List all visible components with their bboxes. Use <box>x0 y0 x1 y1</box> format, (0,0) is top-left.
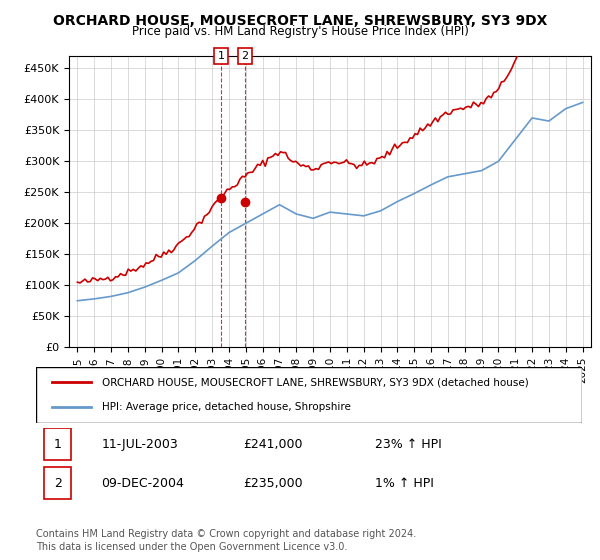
Text: 1% ↑ HPI: 1% ↑ HPI <box>374 477 433 489</box>
Text: £241,000: £241,000 <box>244 437 303 451</box>
Text: 2: 2 <box>241 51 248 61</box>
Text: Contains HM Land Registry data © Crown copyright and database right 2024.: Contains HM Land Registry data © Crown c… <box>36 529 416 539</box>
Text: 2: 2 <box>54 477 62 489</box>
Text: 1: 1 <box>218 51 224 61</box>
Text: 23% ↑ HPI: 23% ↑ HPI <box>374 437 441 451</box>
Text: ORCHARD HOUSE, MOUSECROFT LANE, SHREWSBURY, SY3 9DX: ORCHARD HOUSE, MOUSECROFT LANE, SHREWSBU… <box>53 14 547 28</box>
Text: ORCHARD HOUSE, MOUSECROFT LANE, SHREWSBURY, SY3 9DX (detached house): ORCHARD HOUSE, MOUSECROFT LANE, SHREWSBU… <box>101 377 528 388</box>
FancyBboxPatch shape <box>44 468 71 499</box>
Text: £235,000: £235,000 <box>244 477 303 489</box>
Text: 1: 1 <box>54 437 62 451</box>
Text: This data is licensed under the Open Government Licence v3.0.: This data is licensed under the Open Gov… <box>36 542 347 552</box>
Text: 09-DEC-2004: 09-DEC-2004 <box>101 477 184 489</box>
Text: 11-JUL-2003: 11-JUL-2003 <box>101 437 178 451</box>
FancyBboxPatch shape <box>36 367 582 423</box>
FancyBboxPatch shape <box>44 428 71 460</box>
Text: HPI: Average price, detached house, Shropshire: HPI: Average price, detached house, Shro… <box>101 402 350 412</box>
Text: Price paid vs. HM Land Registry's House Price Index (HPI): Price paid vs. HM Land Registry's House … <box>131 25 469 38</box>
